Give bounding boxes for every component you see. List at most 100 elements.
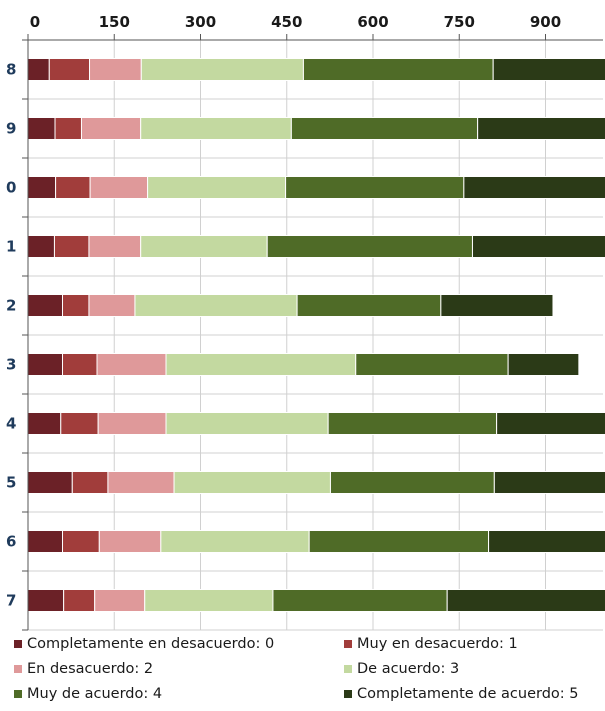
bar-segment [27, 471, 73, 494]
bar-row [27, 353, 580, 376]
bar-segment [48, 58, 91, 81]
bar-row [27, 176, 605, 199]
bar-segment [302, 58, 494, 81]
y-tick-label: 2 [6, 297, 16, 315]
y-tick-label: 8 [6, 61, 16, 79]
y-tick-label: 9 [6, 120, 16, 138]
legend-item: Completamente de acuerdo: 5 [344, 686, 579, 702]
bar-segment [62, 353, 98, 376]
bar-segment [446, 589, 605, 612]
legend-item: De acuerdo: 3 [344, 661, 459, 677]
bar-segment [493, 471, 605, 494]
bar-segment [147, 176, 287, 199]
y-tick-label: 1 [6, 238, 16, 256]
x-tick-label: 900 [530, 13, 561, 31]
bar-segment [27, 235, 55, 258]
x-tick-label: 750 [444, 13, 475, 31]
bar-segment [27, 589, 65, 612]
bar-segment [27, 412, 62, 435]
bar-row [27, 58, 605, 81]
bar-segment [27, 294, 63, 317]
legend-swatch [14, 640, 22, 648]
bar-segment [60, 412, 99, 435]
legend-swatch [344, 690, 352, 698]
bar-segment [440, 294, 554, 317]
bar-segment [63, 589, 96, 612]
bar-segment [463, 176, 605, 199]
bar-row [27, 294, 554, 317]
legend-label: Muy de acuerdo: 4 [27, 686, 163, 702]
legend-label: Completamente en desacuerdo: 0 [27, 636, 275, 652]
legend-item: En desacuerdo: 2 [14, 661, 153, 677]
bar-segment [477, 117, 605, 140]
bar-segment [173, 471, 331, 494]
bar-segment [134, 294, 298, 317]
bar-segment [97, 412, 167, 435]
bar-segment [27, 176, 57, 199]
bar-row [27, 589, 605, 612]
bar-segment [27, 58, 50, 81]
bar-row [27, 471, 605, 494]
bar-segment [327, 412, 498, 435]
bar-row [27, 530, 605, 553]
x-tick-label: 450 [271, 13, 302, 31]
legend-swatch [344, 640, 352, 648]
bar-segment [54, 117, 82, 140]
bar-segment [53, 235, 90, 258]
bar-segment [290, 117, 479, 140]
y-tick-label: 6 [6, 533, 16, 551]
bar-segment [27, 353, 63, 376]
legend-item: Muy en desacuerdo: 1 [344, 636, 518, 652]
bar-segment [140, 58, 304, 81]
bar-segment [160, 530, 310, 553]
x-tick-label: 600 [357, 13, 388, 31]
bar-segment [88, 294, 136, 317]
bar-segment [107, 471, 175, 494]
bar-segment [296, 294, 442, 317]
bar-segment [98, 530, 162, 553]
axes [22, 34, 603, 631]
bar-segment [266, 235, 473, 258]
bar-segment [272, 589, 448, 612]
bar-segment [507, 353, 580, 376]
bar-segment [88, 235, 142, 258]
x-tick-label: 150 [99, 13, 130, 31]
legend-swatch [14, 690, 22, 698]
legend-item: Completamente en desacuerdo: 0 [14, 636, 274, 652]
bar-segment [89, 58, 142, 81]
legend-label: Completamente de acuerdo: 5 [357, 686, 579, 702]
bar-segment [96, 353, 167, 376]
bar-row [27, 117, 605, 140]
bar-row [27, 235, 605, 258]
bar-segment [144, 589, 274, 612]
bar-segment [140, 117, 292, 140]
bar-segment [492, 58, 605, 81]
bar-segment [355, 353, 509, 376]
bar-segment [94, 589, 146, 612]
legend-swatch [14, 665, 22, 673]
bar-segment [27, 117, 56, 140]
bar-segment [165, 353, 357, 376]
bar-segment [496, 412, 605, 435]
bar-segment [27, 530, 63, 553]
y-tick-label: 4 [6, 415, 16, 433]
legend-label: Muy en desacuerdo: 1 [357, 636, 518, 652]
bars [27, 58, 605, 612]
bar-segment [285, 176, 465, 199]
legend-item: Muy de acuerdo: 4 [14, 686, 162, 702]
bar-segment [62, 294, 90, 317]
y-tick-label: 3 [6, 356, 16, 374]
bar-row [27, 412, 605, 435]
legend-label: En desacuerdo: 2 [27, 661, 154, 677]
bar-segment [62, 530, 100, 553]
y-tick-label: 0 [6, 179, 16, 197]
bar-segment [488, 530, 605, 553]
bar-segment [80, 117, 142, 140]
legend-label: De acuerdo: 3 [357, 661, 460, 677]
bar-segment [71, 471, 109, 494]
bar-segment [308, 530, 490, 553]
y-tick-label: 7 [6, 592, 16, 610]
bar-segment [89, 176, 149, 199]
bar-segment [329, 471, 495, 494]
